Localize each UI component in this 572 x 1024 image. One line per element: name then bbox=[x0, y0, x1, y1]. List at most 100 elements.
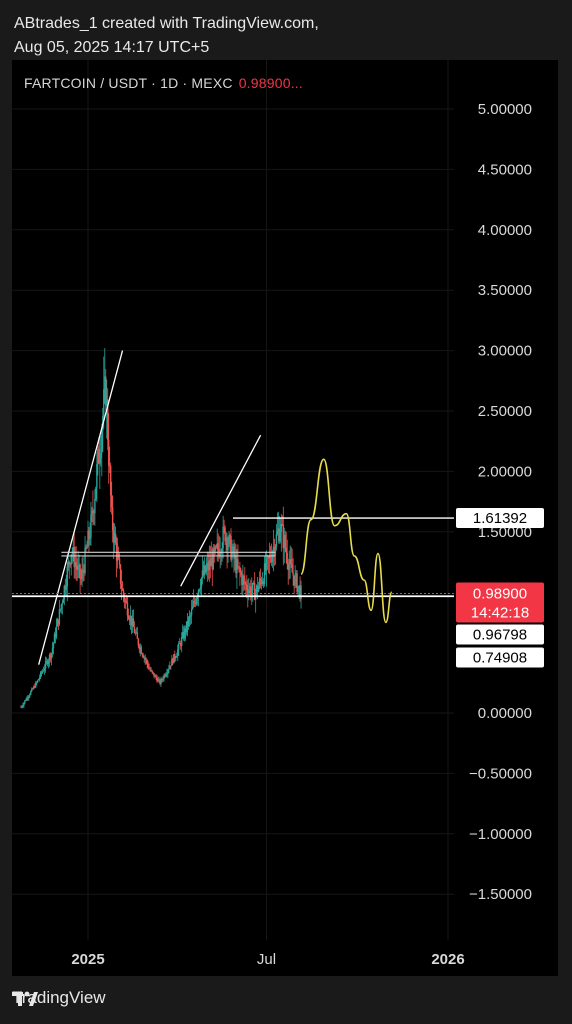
candle-body bbox=[20, 706, 22, 708]
candle-body bbox=[285, 547, 287, 553]
level-label-lower-bg bbox=[456, 647, 544, 668]
candle-body bbox=[252, 582, 255, 584]
candle-body bbox=[237, 559, 239, 567]
candle-body bbox=[79, 564, 81, 579]
candle-body bbox=[123, 596, 126, 602]
candle-body bbox=[274, 546, 277, 556]
candle-body bbox=[239, 567, 241, 573]
price-chart[interactable]: 5.00000 4.50000 4.00000 3.50000 3.00000 2.500… bbox=[12, 60, 558, 976]
candle-body bbox=[215, 546, 217, 548]
candle-body bbox=[29, 694, 31, 697]
candle-body bbox=[180, 643, 182, 646]
candle-body bbox=[295, 573, 297, 575]
candle-body bbox=[210, 558, 212, 567]
candle-body bbox=[86, 546, 88, 549]
candle-body bbox=[152, 671, 154, 673]
candle-body bbox=[186, 621, 189, 627]
candle-body bbox=[177, 649, 179, 657]
candle-body bbox=[97, 448, 99, 465]
candle-body bbox=[77, 565, 79, 570]
candle-body bbox=[34, 686, 36, 688]
candle-body bbox=[265, 558, 268, 571]
y-tick-label: 2.00000 bbox=[478, 463, 532, 480]
candle-body bbox=[296, 573, 298, 592]
candle-body bbox=[213, 548, 215, 552]
candle-body bbox=[273, 546, 276, 556]
candle-body bbox=[249, 586, 251, 590]
candle-body bbox=[95, 487, 97, 499]
candle-body bbox=[133, 626, 136, 634]
candle-body bbox=[103, 389, 105, 416]
candle-body bbox=[232, 546, 234, 552]
candle-body bbox=[78, 564, 80, 566]
candle-body bbox=[110, 494, 113, 508]
candle-body bbox=[199, 587, 202, 590]
candle-body bbox=[149, 668, 151, 671]
candle-body bbox=[300, 585, 302, 599]
candle-body bbox=[140, 647, 142, 654]
level-label-resistance: 1.61392 bbox=[473, 510, 527, 527]
candle-body bbox=[182, 632, 185, 639]
candle-body bbox=[131, 618, 134, 626]
candle-body bbox=[169, 665, 171, 669]
candle-body bbox=[209, 560, 212, 567]
candle-body bbox=[196, 596, 199, 599]
candle-body bbox=[277, 528, 280, 532]
trendline-1 bbox=[180, 434, 262, 587]
candle-body bbox=[282, 524, 284, 549]
candle-body bbox=[85, 547, 87, 549]
candle-body bbox=[88, 530, 90, 539]
candle-body bbox=[271, 553, 274, 562]
candle-body bbox=[37, 679, 40, 681]
level-label-support-bg bbox=[456, 624, 544, 645]
level-label-lower: 0.74908 bbox=[473, 650, 527, 667]
candle-body bbox=[188, 616, 191, 619]
candle-body bbox=[253, 582, 256, 600]
candle-body bbox=[195, 598, 198, 604]
candle-body bbox=[106, 399, 108, 406]
candle-body bbox=[121, 588, 124, 591]
candle-body bbox=[63, 585, 66, 600]
candle-body bbox=[66, 566, 68, 587]
candle-body bbox=[197, 590, 200, 597]
candle-body bbox=[40, 672, 43, 674]
candle-body bbox=[47, 660, 50, 665]
candle-body bbox=[50, 653, 53, 659]
candle-body bbox=[32, 688, 34, 690]
candle-body bbox=[46, 660, 49, 665]
candle-body bbox=[72, 547, 74, 555]
candle-body bbox=[219, 552, 221, 556]
candle-body bbox=[230, 535, 232, 560]
candle-body bbox=[148, 667, 150, 669]
candle-body bbox=[269, 555, 272, 560]
level-label-support: 0.96798 bbox=[473, 627, 527, 644]
chart-panel[interactable]: 5.00000 4.50000 4.00000 3.50000 3.00000 2.500… bbox=[12, 60, 558, 976]
candle-body bbox=[24, 700, 26, 703]
candle-body bbox=[266, 556, 269, 559]
candle-body bbox=[223, 526, 225, 528]
candle-body bbox=[234, 556, 236, 559]
candle-body bbox=[226, 537, 228, 551]
candle-body bbox=[161, 679, 163, 681]
candle-body bbox=[62, 599, 65, 604]
candle-body bbox=[193, 601, 196, 603]
candle-body bbox=[150, 670, 152, 672]
symbol-legend[interactable]: FARTCOIN / USDT · 1D · MEXC 0.98900... bbox=[24, 75, 303, 91]
candle-body bbox=[225, 537, 227, 542]
candle-body bbox=[248, 589, 250, 595]
candle-body bbox=[21, 706, 23, 708]
candle-body bbox=[268, 555, 271, 559]
last-price-label-bg bbox=[456, 582, 544, 623]
candle-body bbox=[64, 585, 67, 590]
y-tick-label: 2.50000 bbox=[478, 403, 532, 420]
candle-body bbox=[192, 601, 195, 607]
symbol-price: 0.98900... bbox=[238, 75, 303, 91]
candle-body bbox=[89, 537, 91, 539]
candle-body bbox=[60, 604, 63, 610]
candle-body bbox=[216, 543, 218, 547]
candle-body bbox=[120, 583, 123, 589]
candle-body bbox=[94, 498, 96, 514]
candle-body bbox=[52, 643, 55, 649]
candle-body bbox=[69, 563, 71, 565]
candle-body bbox=[71, 554, 73, 556]
